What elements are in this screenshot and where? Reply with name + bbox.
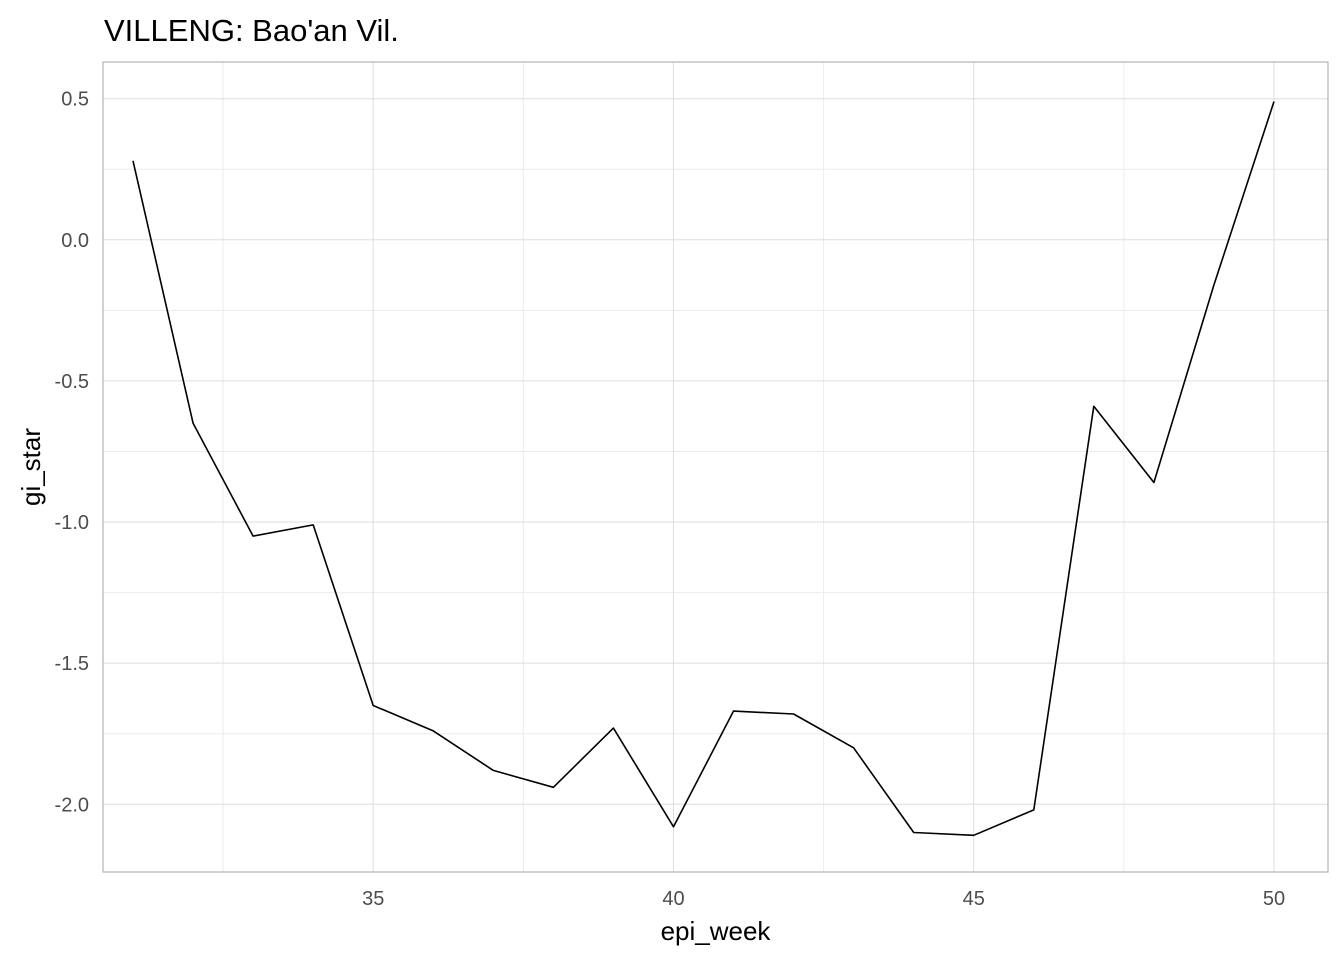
x-tick-label: 50 [1263,888,1285,910]
x-tick-label: 40 [662,888,684,910]
x-tick-label: 45 [963,888,985,910]
series-line [132,101,1275,837]
y-tick-label: 0.0 [61,230,89,252]
chart-title: VILLENG: Bao'an Vil. [104,13,399,48]
y-tick-label: -1.0 [55,512,89,534]
grid [103,62,1328,872]
series-layer [132,101,1275,837]
x-axis-title: epi_week [661,916,772,946]
plot-panel [102,61,1329,873]
y-axis-title: gi_star [16,428,46,506]
x-axis-ticks: 35 40 45 50 [362,888,1285,910]
y-tick-label: 0.5 [61,89,89,111]
y-tick-label: -1.5 [55,653,89,675]
y-tick-label: -0.5 [55,371,89,393]
y-axis-ticks: 0.5 0.0 -0.5 -1.0 -1.5 -2.0 [55,89,89,817]
y-tick-label: -2.0 [55,794,89,816]
x-tick-label: 35 [362,888,384,910]
